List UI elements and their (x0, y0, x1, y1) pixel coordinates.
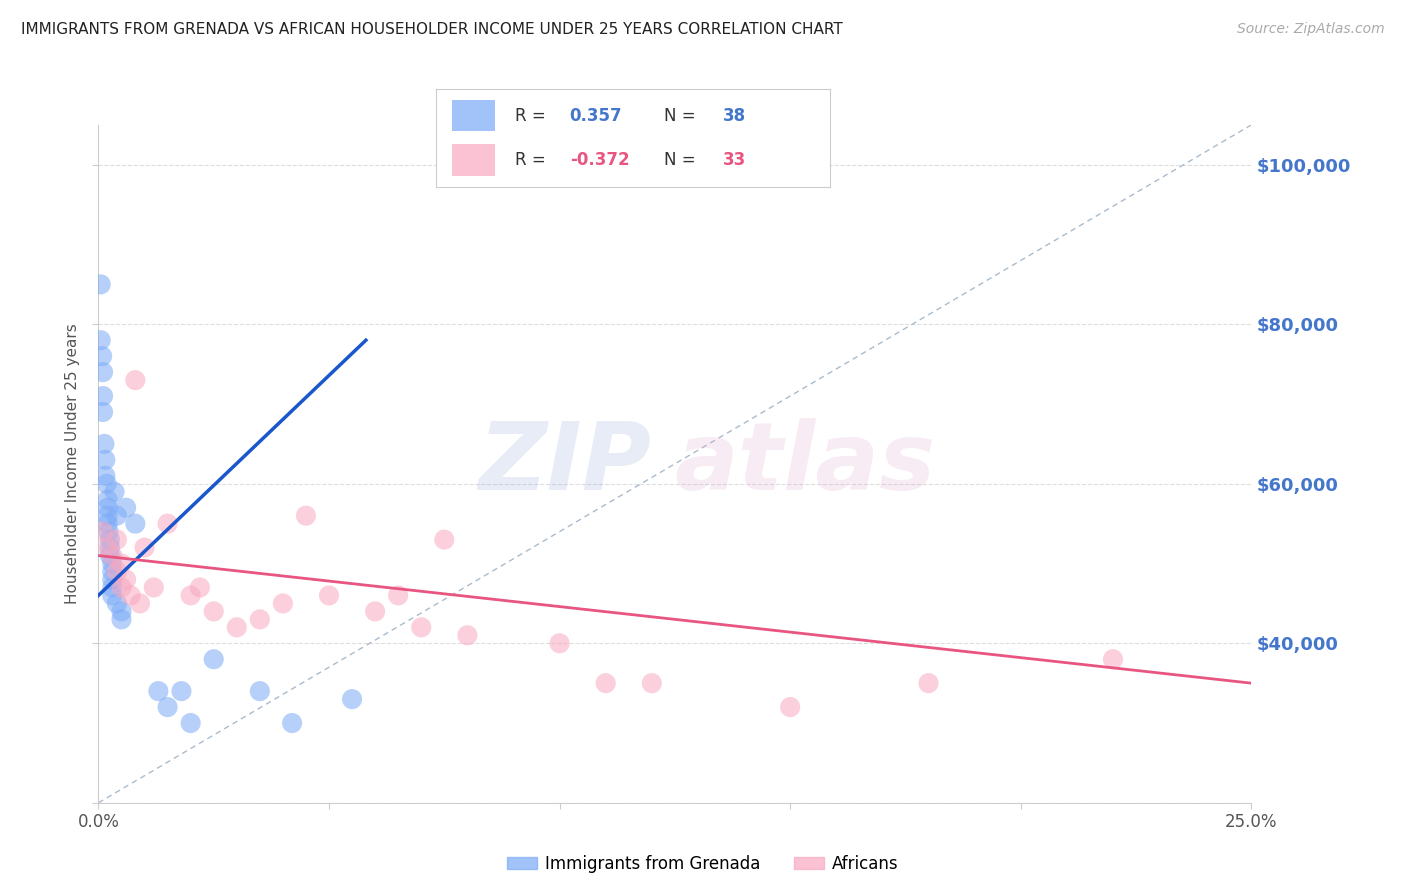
Point (124, 516, 146, 531)
Point (129, 596, 152, 610)
Text: N =: N = (664, 151, 702, 169)
Point (96, 476, 118, 491)
Point (188, 581, 211, 595)
Point (1102, 652, 1125, 666)
Point (225, 620, 247, 634)
Point (595, 676, 617, 690)
Point (202, 604, 225, 618)
Point (271, 596, 294, 610)
Text: R =: R = (515, 107, 551, 125)
Point (97, 524, 120, 539)
Point (97, 500, 120, 515)
Point (295, 508, 318, 523)
Text: atlas: atlas (675, 417, 936, 510)
Text: -0.372: -0.372 (569, 151, 630, 169)
Point (93, 437, 115, 451)
Point (97, 492, 120, 507)
FancyBboxPatch shape (451, 100, 495, 131)
Point (91, 389, 114, 403)
Point (148, 684, 170, 698)
Point (105, 565, 128, 579)
Point (94, 453, 117, 467)
Point (318, 589, 340, 603)
Point (94, 468, 117, 483)
Point (98, 541, 121, 555)
Point (110, 604, 132, 618)
Point (124, 373, 146, 387)
Point (91, 365, 114, 379)
Point (115, 500, 138, 515)
Point (91, 349, 114, 363)
Point (202, 652, 225, 666)
Point (641, 676, 664, 690)
Point (101, 589, 124, 603)
Point (180, 716, 202, 731)
Point (110, 581, 132, 595)
Text: ZIP: ZIP (479, 417, 652, 510)
Point (101, 549, 124, 563)
Text: 33: 33 (723, 151, 747, 169)
Point (101, 565, 124, 579)
Point (364, 604, 387, 618)
Point (98, 549, 121, 563)
Point (433, 533, 456, 547)
Point (156, 700, 179, 714)
Point (156, 516, 179, 531)
Point (97, 541, 120, 555)
Point (103, 484, 125, 499)
Point (91, 405, 114, 419)
Point (105, 508, 128, 523)
Point (97, 516, 120, 531)
Text: 0.357: 0.357 (569, 107, 623, 125)
Text: R =: R = (515, 151, 551, 169)
Point (110, 612, 132, 626)
Point (101, 557, 124, 571)
Point (180, 589, 202, 603)
Point (249, 684, 271, 698)
Point (387, 589, 409, 603)
Point (281, 716, 304, 731)
Point (91, 524, 114, 539)
Point (120, 589, 142, 603)
Point (456, 628, 478, 642)
Point (170, 684, 193, 698)
Point (779, 700, 801, 714)
Point (105, 596, 128, 610)
Point (97, 508, 120, 523)
Point (142, 581, 165, 595)
Point (115, 573, 138, 587)
Text: IMMIGRANTS FROM GRENADA VS AFRICAN HOUSEHOLDER INCOME UNDER 25 YEARS CORRELATION: IMMIGRANTS FROM GRENADA VS AFRICAN HOUSE… (21, 22, 842, 37)
Point (134, 541, 156, 555)
Text: Source: ZipAtlas.com: Source: ZipAtlas.com (1237, 22, 1385, 37)
FancyBboxPatch shape (451, 145, 495, 176)
Point (340, 692, 363, 706)
Y-axis label: Householder Income Under 25 years: Householder Income Under 25 years (65, 324, 80, 604)
Text: 38: 38 (723, 107, 747, 125)
Point (249, 612, 271, 626)
Text: N =: N = (664, 107, 702, 125)
Point (411, 620, 433, 634)
Point (110, 557, 132, 571)
Point (90, 277, 112, 292)
Point (105, 533, 128, 547)
Point (101, 573, 124, 587)
Point (548, 636, 571, 650)
Legend: Immigrants from Grenada, Africans: Immigrants from Grenada, Africans (501, 848, 905, 880)
Point (917, 676, 939, 690)
Point (90, 333, 112, 347)
Point (101, 581, 124, 595)
Point (98, 533, 121, 547)
